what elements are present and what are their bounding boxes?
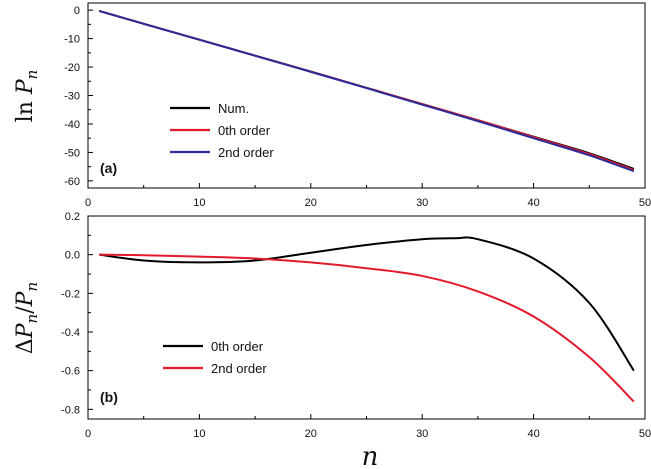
series-line xyxy=(99,253,635,403)
x-axis-label: n xyxy=(362,442,379,469)
y-tick-label: -0.4 xyxy=(61,327,80,339)
legend-label: Num. xyxy=(218,101,249,116)
x-tick-label: 0 xyxy=(85,197,91,209)
x-tick-label: 30 xyxy=(416,428,428,440)
label-layer: 0 10 20 30 40 50 0 -10 -20 -30 -40 -50 -60 (a) ln Pn xyxy=(13,5,651,209)
x-tick-label: 30 xyxy=(416,197,428,209)
y-tick-label: 0.2 xyxy=(65,211,80,223)
x-tick-label: 20 xyxy=(305,197,317,209)
x-tick-label: 50 xyxy=(639,197,651,209)
y-axis-label: ΔPn/Pn xyxy=(13,282,41,354)
legend: Num. 0th order 2nd order xyxy=(170,101,274,160)
x-tick-label: 40 xyxy=(527,197,539,209)
y-tick-label: -0.6 xyxy=(61,366,80,378)
panel-b: 0 10 20 30 40 50 0.2 0.0 -0.2 -0.4 -0.6 -0.8 (b) ΔPn/… xyxy=(13,211,651,469)
y-tick-label: -30 xyxy=(64,91,80,103)
y-tick-label: -10 xyxy=(64,34,80,46)
x-tick-label: 10 xyxy=(193,428,205,440)
y-tick-label: -60 xyxy=(64,176,80,188)
x-tick-label: 50 xyxy=(639,428,651,440)
label-layer: 0 10 20 30 40 50 0.2 0.0 -0.2 -0.4 -0.6 -0.8 (b) ΔPn/… xyxy=(13,211,651,469)
series-layer xyxy=(99,236,635,403)
y-tick-label: -50 xyxy=(64,147,80,159)
panel-label: (b) xyxy=(100,389,118,405)
legend-label: 2nd order xyxy=(211,361,267,376)
x-tick-label: 40 xyxy=(527,428,539,440)
legend-label: 0th order xyxy=(211,339,264,354)
series-line xyxy=(98,10,635,173)
plot-frame xyxy=(87,215,646,420)
y-tick-label: 0 xyxy=(74,5,80,17)
y-tick-label: 0.0 xyxy=(65,250,80,262)
x-tick-label: 20 xyxy=(305,428,317,440)
x-tick-label: 10 xyxy=(193,197,205,209)
tick-layer xyxy=(87,9,646,188)
legend-label: 2nd order xyxy=(218,145,274,160)
x-tick-label: 0 xyxy=(85,428,91,440)
legend: 0th order 2nd order xyxy=(163,339,267,376)
panel-label: (a) xyxy=(100,160,117,176)
tick-layer xyxy=(87,215,646,419)
legend-label: 0th order xyxy=(218,123,271,138)
series-layer xyxy=(98,10,635,173)
y-tick-label: -0.2 xyxy=(61,288,80,300)
y-tick-label: -0.8 xyxy=(61,404,80,416)
series-line xyxy=(99,236,635,372)
y-tick-label: -20 xyxy=(64,62,80,74)
panel-a: 0 10 20 30 40 50 0 -10 -20 -30 -40 -50 -60 (a) ln Pn N… xyxy=(13,2,651,209)
y-axis-label: ln Pn xyxy=(13,70,41,123)
y-tick-label: -40 xyxy=(64,119,80,131)
